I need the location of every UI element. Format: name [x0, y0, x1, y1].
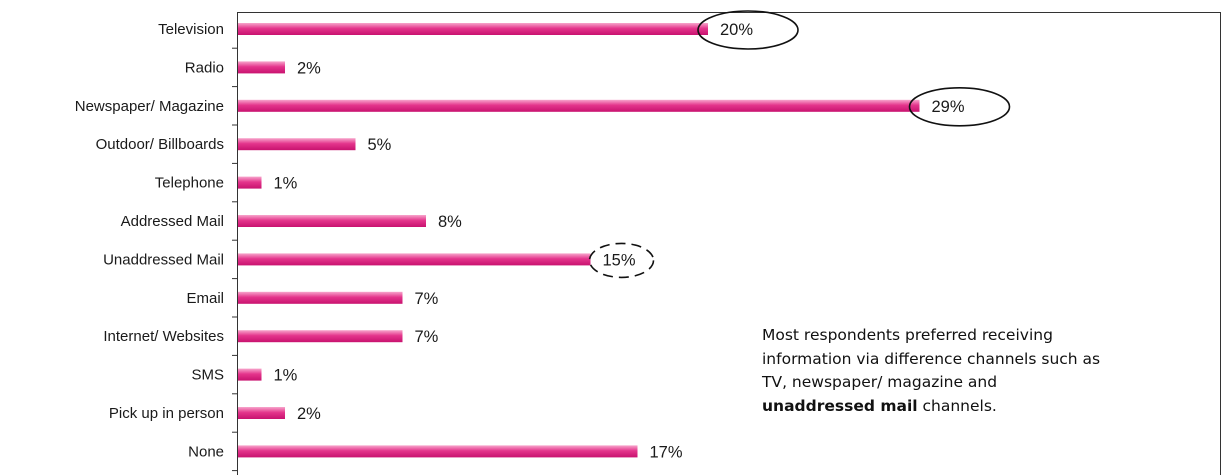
category-label-addressed-mail: Addressed Mail — [121, 213, 224, 230]
value-label-telephone: 1% — [274, 175, 298, 193]
value-label-unaddressed-mail: 15% — [603, 251, 636, 269]
value-label-internet-websites: 7% — [415, 328, 439, 346]
value-label-television: 20% — [720, 21, 753, 39]
bar-telephone — [238, 176, 262, 189]
category-label-pick-up-in-person: Pick up in person — [109, 405, 224, 422]
note-line-2: information via difference channels such… — [762, 349, 1101, 368]
bar-radio — [238, 61, 285, 74]
bar-newspaper-magazine — [238, 99, 920, 112]
category-label-unaddressed-mail: Unaddressed Mail — [103, 251, 224, 268]
note-tail: channels. — [917, 396, 997, 415]
value-label-none: 17% — [650, 443, 683, 461]
note-bold-phrase: unaddressed mail — [762, 396, 918, 415]
category-label-sms: SMS — [191, 367, 224, 384]
bar-outdoor-billboards — [238, 138, 356, 151]
highlight-ellipse-television — [697, 10, 799, 50]
value-label-addressed-mail: 8% — [438, 213, 462, 231]
bar-email — [238, 291, 403, 304]
y-axis-ticks — [232, 47, 238, 472]
category-label-radio: Radio — [185, 59, 224, 76]
category-label-outdoor-billboards: Outdoor/ Billboards — [96, 136, 224, 153]
category-label-none: None — [188, 443, 224, 460]
note-line-3: TV, newspaper/ magazine and — [762, 373, 998, 391]
category-label-telephone: Telephone — [155, 175, 224, 192]
category-labels: Television Radio Newspaper/ Magazine Outdoo… — [75, 21, 224, 460]
value-labels: 20% 2% 29% 5% 1% 8% 15% 7% 7% 1% 2% 17% — [274, 21, 965, 461]
chart-annotation-note: Most respondents preferred receiving info… — [762, 324, 1222, 418]
bars-group — [238, 23, 920, 458]
value-label-email: 7% — [415, 290, 439, 308]
bar-none — [238, 445, 638, 458]
value-label-pick-up-in-person: 2% — [297, 405, 321, 423]
bar-television — [238, 23, 708, 35]
category-label-internet-websites: Internet/ Websites — [103, 328, 224, 345]
bar-sms — [238, 368, 262, 381]
bar-internet-websites — [238, 330, 403, 343]
category-label-newspaper-magazine: Newspaper/ Magazine — [75, 98, 224, 115]
bar-pick-up-in-person — [238, 407, 285, 419]
highlight-ellipses — [588, 10, 1011, 279]
category-label-email: Email — [186, 290, 224, 307]
note-line-1: Most respondents preferred receiving — [762, 326, 1053, 344]
highlight-ellipse-unaddressed-mail — [588, 242, 655, 279]
value-label-radio: 2% — [297, 59, 321, 77]
value-label-outdoor-billboards: 5% — [368, 136, 392, 154]
bar-unaddressed-mail — [238, 253, 591, 266]
bar-addressed-mail — [238, 215, 426, 227]
value-label-sms: 1% — [274, 367, 298, 385]
value-label-newspaper-magazine: 29% — [932, 98, 965, 116]
category-label-television: Television — [158, 21, 224, 38]
highlight-ellipse-newspaper-magazine — [908, 87, 1011, 127]
